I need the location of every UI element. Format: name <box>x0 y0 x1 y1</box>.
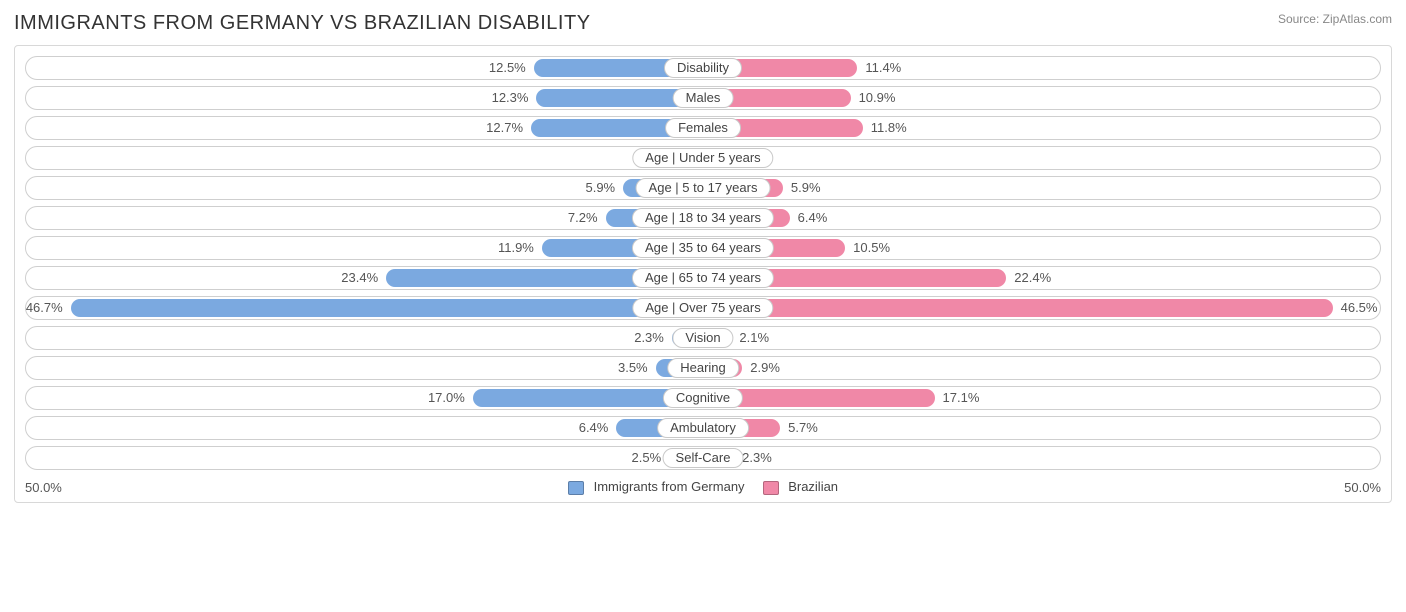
chart-row: 12.7% 11.8% Females <box>25 116 1381 140</box>
value-right: 2.1% <box>739 327 769 349</box>
category-label: Hearing <box>667 358 739 378</box>
source-attribution: Source: ZipAtlas.com <box>1278 12 1392 26</box>
value-right: 17.1% <box>943 387 980 409</box>
chart-row: 7.2% 6.4% Age | 18 to 34 years <box>25 206 1381 230</box>
legend-label-right: Brazilian <box>788 479 838 494</box>
value-right: 6.4% <box>798 207 828 229</box>
chart-row: 2.5% 2.3%Self-Care <box>25 446 1381 470</box>
category-label: Disability <box>664 58 742 78</box>
category-label: Age | 5 to 17 years <box>636 178 771 198</box>
value-right: 11.4% <box>865 57 901 79</box>
category-label: Ambulatory <box>657 418 749 438</box>
value-right: 2.9% <box>750 357 780 379</box>
category-label: Age | Over 75 years <box>632 298 773 318</box>
axis-left-label: 50.0% <box>25 480 62 495</box>
category-label: Age | 18 to 34 years <box>632 208 774 228</box>
value-right: 11.8% <box>871 117 907 139</box>
legend-item-right: Brazilian <box>763 479 838 495</box>
legend-swatch-left <box>568 481 584 495</box>
legend-label-left: Immigrants from Germany <box>594 479 745 494</box>
value-right: 10.9% <box>859 87 896 109</box>
chart-row: 17.0% 17.1% Cognitive <box>25 386 1381 410</box>
category-label: Cognitive <box>663 388 743 408</box>
chart-row: 6.4% 5.7% Ambulatory <box>25 416 1381 440</box>
chart-row: 12.5% 11.4% Disability <box>25 56 1381 80</box>
category-label: Self-Care <box>663 448 744 468</box>
value-left: 7.2% <box>568 207 598 229</box>
value-right: 2.3% <box>742 447 772 469</box>
category-label: Females <box>665 118 741 138</box>
value-left: 2.3% <box>634 327 664 349</box>
legend-swatch-right <box>763 481 779 495</box>
diverging-bar-chart: 12.5% 11.4% Disability 12.3% 10.9% Males 12.7%… <box>14 45 1392 503</box>
category-label: Age | 35 to 64 years <box>632 238 774 258</box>
chart-rows: 12.5% 11.4% Disability 12.3% 10.9% Males 12.7%… <box>25 56 1381 470</box>
value-right: 22.4% <box>1014 267 1051 289</box>
category-label: Age | 65 to 74 years <box>632 268 774 288</box>
chart-row: 1.4%1.5%Age | Under 5 years <box>25 146 1381 170</box>
legend-item-left: Immigrants from Germany <box>568 479 745 495</box>
value-left: 6.4% <box>579 417 609 439</box>
axis-right-label: 50.0% <box>1344 480 1381 495</box>
value-right: 46.5% <box>1341 297 1378 319</box>
category-label: Males <box>673 88 734 108</box>
value-left: 17.0% <box>428 387 465 409</box>
value-right: 5.9% <box>791 177 821 199</box>
value-left: 12.3% <box>492 87 529 109</box>
header: IMMIGRANTS FROM GERMANY VS BRAZILIAN DIS… <box>14 12 1392 35</box>
legend: Immigrants from Germany Brazilian <box>568 479 838 495</box>
bar-right <box>703 299 1333 317</box>
category-label: Age | Under 5 years <box>632 148 773 168</box>
chart-row: 2.3% 2.1% Vision <box>25 326 1381 350</box>
value-left: 5.9% <box>585 177 615 199</box>
category-label: Vision <box>672 328 733 348</box>
chart-row: 5.9% 5.9% Age | 5 to 17 years <box>25 176 1381 200</box>
chart-footer: 50.0% Immigrants from Germany Brazilian … <box>25 476 1381 498</box>
chart-row: 46.7% 46.5% Age | Over 75 years <box>25 296 1381 320</box>
value-left: 2.5% <box>632 447 662 469</box>
chart-row: 11.9% 10.5% Age | 35 to 64 years <box>25 236 1381 260</box>
value-left: 3.5% <box>618 357 648 379</box>
chart-row: 12.3% 10.9% Males <box>25 86 1381 110</box>
value-right: 10.5% <box>853 237 890 259</box>
chart-row: 23.4% 22.4% Age | 65 to 74 years <box>25 266 1381 290</box>
value-left: 23.4% <box>341 267 378 289</box>
value-left: 11.9% <box>498 237 534 259</box>
chart-title: IMMIGRANTS FROM GERMANY VS BRAZILIAN DIS… <box>14 12 591 35</box>
chart-row: 3.5% 2.9% Hearing <box>25 356 1381 380</box>
bar-left <box>71 299 703 317</box>
value-right: 5.7% <box>788 417 818 439</box>
value-left: 12.7% <box>486 117 523 139</box>
value-left: 46.7% <box>26 297 63 319</box>
value-left: 12.5% <box>489 57 526 79</box>
